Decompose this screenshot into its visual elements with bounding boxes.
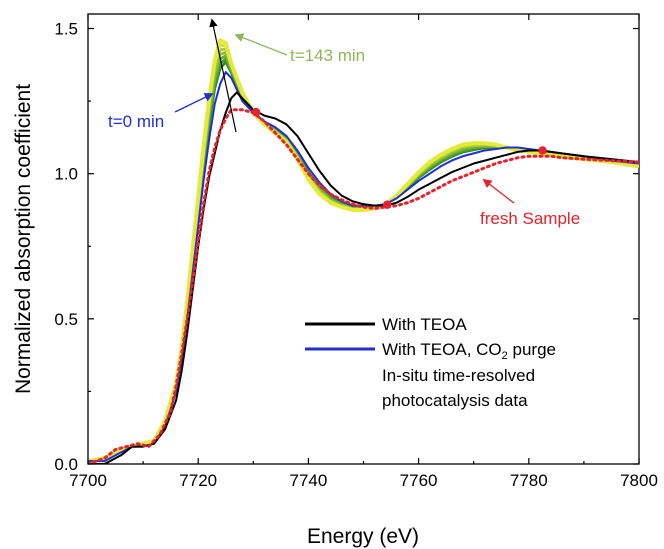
legend-label-co2-tail: purge (508, 340, 556, 359)
legend-label-insitu-line1: In-situ time-resolved (382, 366, 535, 385)
isosbestic-point (251, 107, 261, 117)
annotation-time-arrow (209, 18, 237, 133)
series-fresh-line (88, 108, 639, 464)
legend-label-co2-main: With TEOA, CO (382, 340, 502, 359)
x-tick-label: 7760 (400, 471, 438, 490)
isosbestic-markers (251, 107, 547, 209)
legend-label-insitu-line2: photocatalysis data (382, 391, 528, 410)
annotation-fresh: fresh Sample (480, 178, 580, 228)
legend-label-teoa: With TEOA (382, 315, 467, 334)
x-axis-title: Energy (eV) (307, 525, 419, 548)
annotation-t143: t=143 min (234, 33, 365, 65)
time-direction-arrow (209, 18, 237, 133)
legend-label-co2: With TEOA, CO2 purge (382, 340, 556, 362)
series-layer (88, 38, 639, 464)
annotation-t0: t=0 min (108, 93, 214, 131)
annotation-fresh-label: fresh Sample (480, 209, 580, 228)
series-insitu-line (88, 38, 639, 464)
annotation-t143-arrow (234, 33, 288, 56)
y-tick-label: 0.0 (54, 455, 78, 474)
y-tick-label: 0.5 (54, 310, 78, 329)
annotation-t0-arrow (174, 93, 214, 113)
legend-label-co2-sub: 2 (502, 350, 508, 362)
x-tick-label: 7780 (510, 471, 548, 490)
y-axis-title: Normalized absorption coefficient (12, 84, 35, 394)
isosbestic-point (538, 146, 547, 155)
y-tick-label: 1.0 (54, 165, 78, 184)
x-tick-label: 7720 (179, 471, 217, 490)
x-tick-label: 7740 (289, 471, 327, 490)
annotation-fresh-arrow (482, 178, 515, 204)
y-tick-label: 1.5 (54, 20, 78, 39)
x-tick-label: 7800 (620, 471, 658, 490)
legend: With TEOA With TEOA, CO2 purge In-situ t… (305, 315, 556, 410)
isosbestic-point (382, 200, 392, 209)
annotation-t0-label: t=0 min (108, 112, 164, 131)
ticks-layer: 7700 7720 7740 7760 7780 7800 0.0 0.5 1.0 1.5 (54, 14, 658, 490)
series-teoa-line (88, 91, 639, 464)
annotation-t143-label: t=143 min (290, 46, 365, 65)
x-tick-label: 7700 (69, 471, 107, 490)
